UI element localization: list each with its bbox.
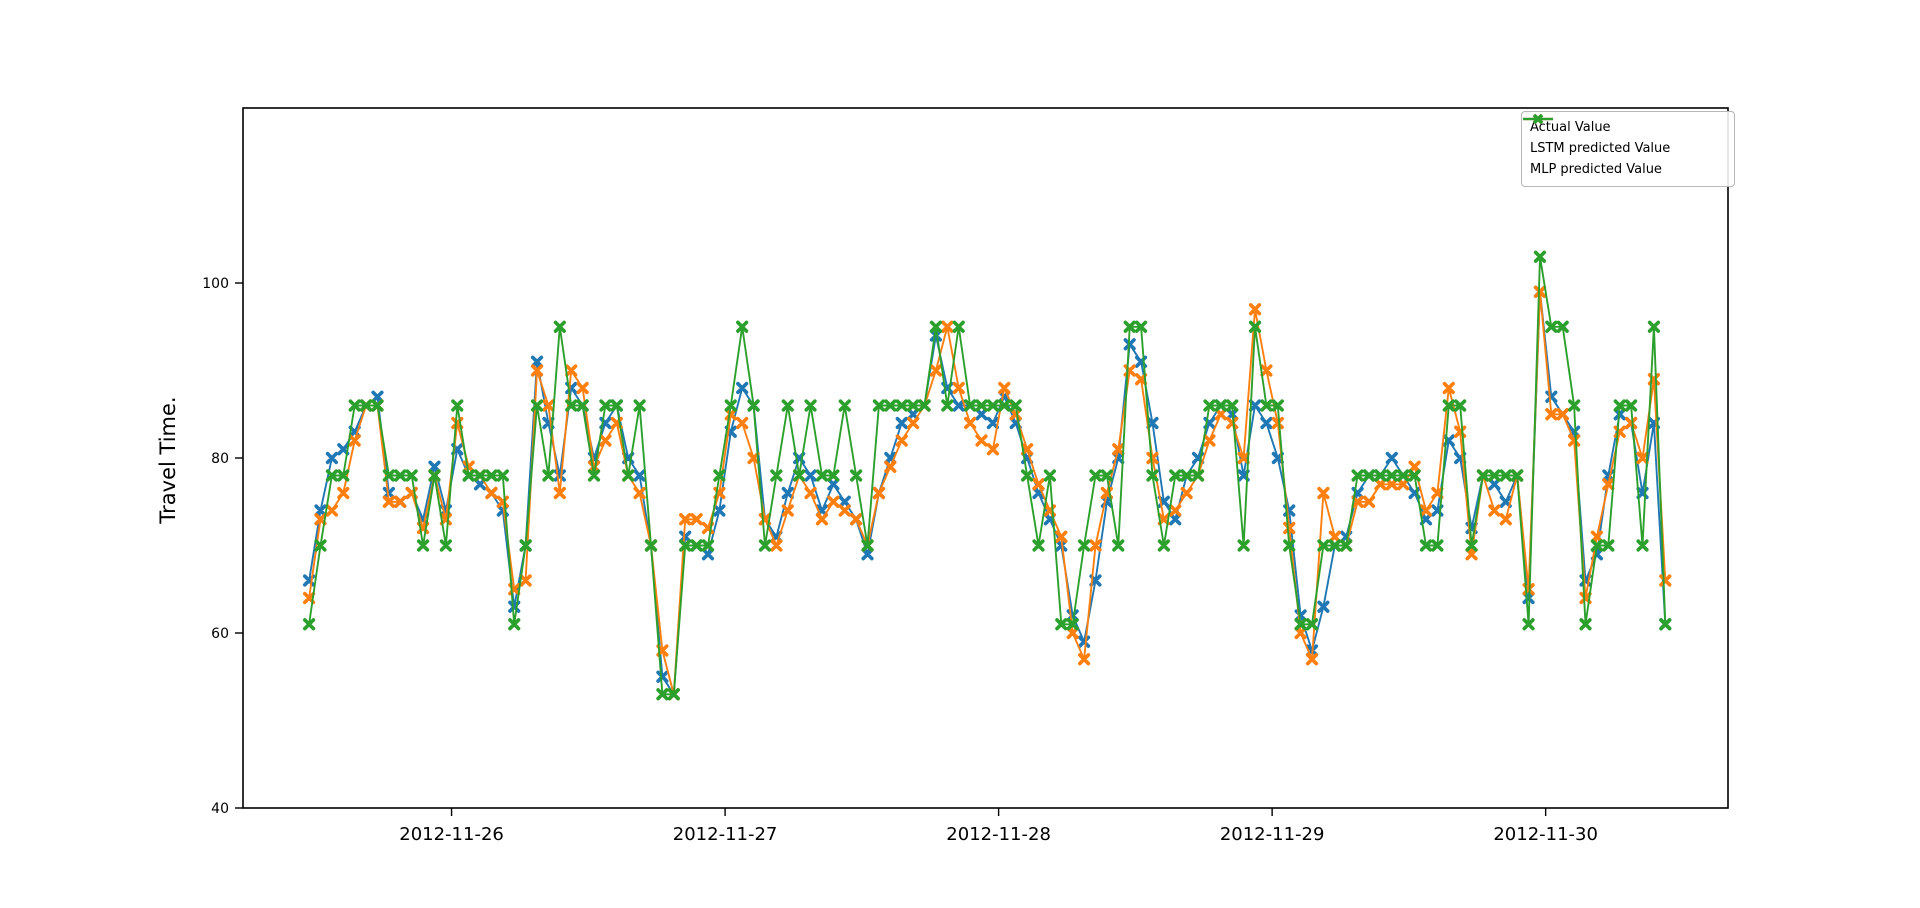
y-tick-label: 100 (202, 276, 229, 292)
y-tick-label: 60 (211, 626, 229, 642)
series-line-2 (308, 255, 1667, 696)
legend-item-actual: Actual Value (1523, 113, 1726, 138)
legend-label-actual: Actual Value (1530, 120, 1611, 135)
series-markers-0 (303, 285, 1672, 701)
series-line-0 (308, 290, 1667, 696)
x-tick-label: 2012-11-27 (673, 824, 778, 845)
legend-label-lstm: LSTM predicted Value (1530, 141, 1671, 156)
legend-label-mlp: MLP predicted Value (1530, 162, 1662, 177)
series-markers-1 (303, 285, 1672, 701)
x-tick-label: 2012-11-26 (399, 824, 504, 845)
y-axis-label: Travel Time. (156, 396, 180, 524)
legend-swatch-mlp-icon (1523, 113, 1553, 125)
legend-item-mlp: MLP predicted Value (1523, 113, 1726, 180)
y-tick-label: 80 (211, 451, 229, 467)
series-line-1 (308, 290, 1667, 696)
legend: Actual Value LSTM predicted Value MLP pr… (1521, 111, 1735, 187)
legend-item-lstm: LSTM predicted Value (1523, 113, 1726, 159)
x-tick-label: 2012-11-30 (1493, 824, 1598, 845)
x-tick-label: 2012-11-29 (1220, 824, 1325, 845)
y-tick-label: 40 (211, 801, 229, 817)
series-markers-2 (303, 250, 1672, 701)
x-tick-label: 2012-11-28 (946, 824, 1051, 845)
